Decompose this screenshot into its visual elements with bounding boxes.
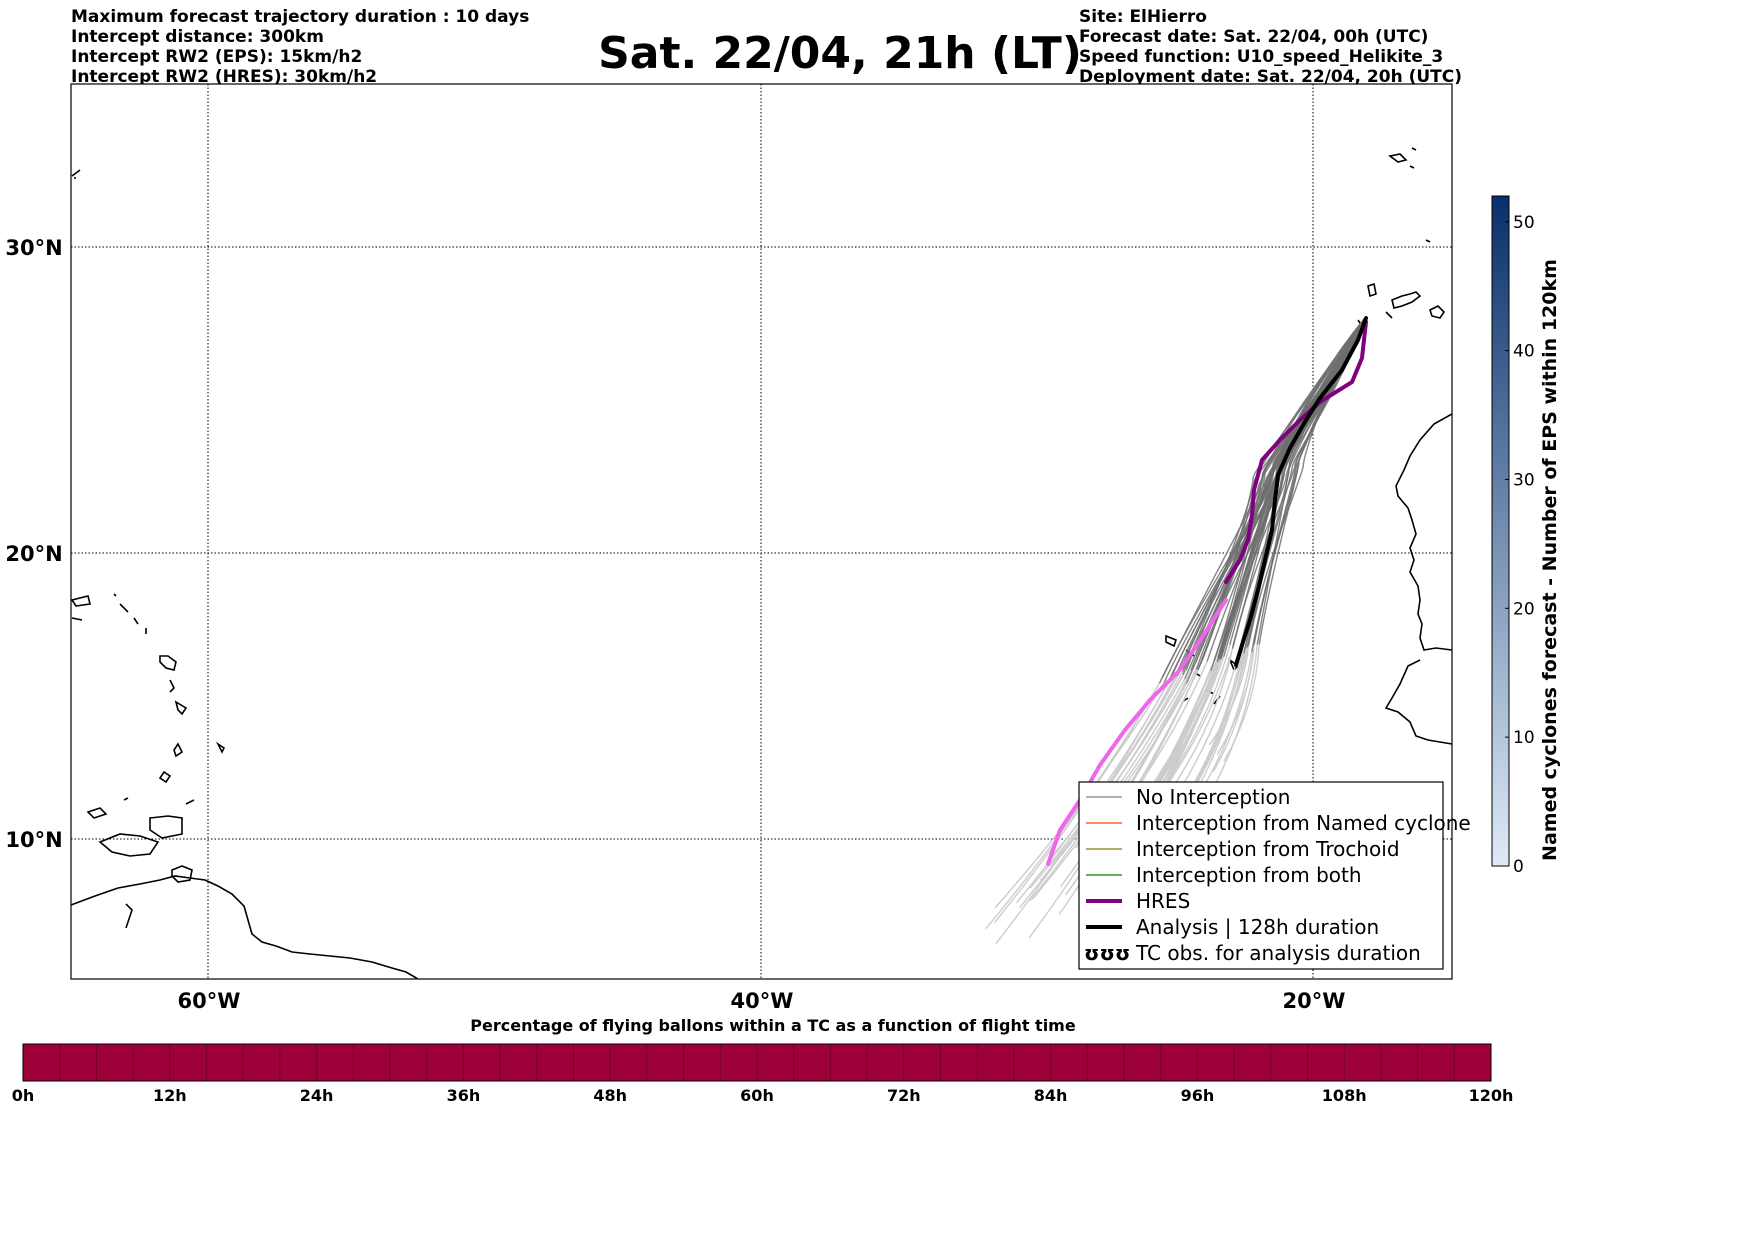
coastline-venezuela-islands	[86, 797, 195, 819]
speed-function-text: Speed function: U10_speed_Helikite_3	[1079, 47, 1444, 67]
page-title: Sat. 22/04, 21h (LT)	[598, 28, 1082, 79]
max-duration-text: Maximum forecast trajectory duration : 1…	[71, 7, 530, 27]
lat-label-30n: 30°N	[5, 236, 62, 260]
eps-trajectory-tail	[1174, 646, 1234, 784]
side-colorbar-label: Named cyclones forecast - Number of EPS …	[1539, 259, 1561, 861]
bottom-colorbar-tick-label: 48h	[593, 1086, 627, 1105]
coastlines	[71, 147, 1452, 979]
legend-label: HRES	[1136, 889, 1190, 913]
coastline-tobago	[149, 815, 183, 839]
legend-item: Analysis | 128h duration	[1086, 915, 1379, 939]
legend-box	[1078, 781, 1444, 970]
intercept-rw2-hres-text: Intercept RW2 (HRES): 30km/h2	[71, 67, 378, 87]
forecast-date-text: Forecast date: Sat. 22/04, 00h (UTC)	[1079, 27, 1429, 47]
analysis-trajectory-line	[1234, 316, 1368, 667]
legend-label: Interception from Trochoid	[1136, 837, 1400, 861]
eps-trajectory	[1158, 317, 1366, 684]
hres-trajectory	[1046, 320, 1368, 866]
legend-label: Analysis | 128h duration	[1136, 915, 1379, 939]
eps-trajectory-tail	[1199, 652, 1253, 794]
legend-label: Interception from Named cyclone	[1136, 811, 1471, 835]
bottom-colorbar-label: Percentage of flying ballons within a TC…	[470, 1016, 1076, 1035]
coastline-paria	[98, 833, 160, 857]
coastline-canary-islands	[1357, 282, 1446, 327]
bottom-colorbar-tick-label: 24h	[300, 1086, 334, 1105]
eps-trajectory-tail	[1223, 644, 1260, 763]
coastline-trinidad	[171, 865, 193, 883]
bottom-colorbar-tick-label: 12h	[153, 1086, 187, 1105]
eps-trajectory-tail	[1208, 644, 1250, 746]
intercept-distance-text: Intercept distance: 300km	[71, 27, 324, 47]
bottom-colorbar-tick-label: 72h	[887, 1086, 921, 1105]
coastline-madeira	[1388, 147, 1431, 243]
eps-trajectory	[1232, 317, 1366, 647]
side-colorbar-tick-label: 0	[1513, 857, 1524, 877]
side-colorbar-gradient	[1491, 195, 1510, 867]
bottom-colorbar-tick-label: 36h	[447, 1086, 481, 1105]
coastline-antilles	[71, 593, 226, 929]
tc-obs-symbol-icon: ʊʊʊ	[1084, 941, 1130, 965]
side-colorbar-tick-label: 50	[1513, 213, 1535, 233]
eps-trajectory-tail	[1212, 644, 1255, 773]
legend-item: HRES	[1086, 889, 1190, 913]
intercept-rw2-eps-text: Intercept RW2 (EPS): 15km/h2	[71, 47, 363, 67]
legend-label: No Interception	[1136, 785, 1290, 809]
lat-label-10n: 10°N	[5, 828, 62, 852]
legend-item: No Interception	[1086, 785, 1290, 809]
bottom-colorbar: Percentage of flying ballons within a TC…	[12, 1016, 1514, 1105]
bottom-colorbar-tick-label: 108h	[1322, 1086, 1367, 1105]
legend-item: ʊʊʊ TC obs. for analysis duration	[1084, 941, 1421, 965]
eps-trajectory	[1166, 317, 1366, 684]
hres-trajectory-tail	[1046, 598, 1228, 866]
bottom-colorbar-tick-label: 96h	[1181, 1086, 1215, 1105]
lon-label-20w: 20°W	[1283, 989, 1346, 1013]
bottom-colorbar-fill	[22, 1043, 1492, 1082]
lon-label-60w: 60°W	[178, 989, 241, 1013]
eps-trajectory	[1162, 317, 1366, 678]
header-left-info: Maximum forecast trajectory duration : 1…	[71, 7, 529, 87]
coastline-south-america	[71, 875, 419, 979]
legend-label: TC obs. for analysis duration	[1135, 941, 1421, 965]
legend-label: Interception from both	[1136, 863, 1362, 887]
map-border	[70, 83, 1453, 980]
bottom-colorbar-tick-label: 0h	[12, 1086, 35, 1105]
side-colorbar-tick-label: 30	[1513, 470, 1535, 490]
bottom-colorbar-tick-label: 60h	[740, 1086, 774, 1105]
legend-item: Interception from Trochoid	[1086, 837, 1400, 861]
legend-item: Interception from Named cyclone	[1086, 811, 1471, 835]
lat-label-20n: 20°N	[5, 542, 62, 566]
eps-trajectory-tail	[1213, 644, 1258, 787]
eps-trajectory-tail	[1159, 648, 1234, 796]
bottom-colorbar-tick-label: 84h	[1034, 1086, 1068, 1105]
side-colorbar-tick-label: 40	[1513, 342, 1535, 362]
header-right-info: Site: ElHierro Forecast date: Sat. 22/04…	[1079, 7, 1462, 87]
side-colorbar-tick-label: 10	[1513, 728, 1535, 748]
eps-trajectory	[1163, 317, 1366, 683]
analysis-trajectory	[1234, 316, 1368, 667]
site-text: Site: ElHierro	[1079, 7, 1207, 27]
coastline-west-africa	[1384, 413, 1452, 745]
lon-label-40w: 40°W	[731, 989, 794, 1013]
hres-trajectory-line	[1224, 320, 1368, 584]
deployment-date-text: Deployment date: Sat. 22/04, 20h (UTC)	[1079, 67, 1463, 87]
legend-item: Interception from both	[1086, 863, 1362, 887]
coastline-caribbean-far-west	[71, 169, 81, 179]
eps-trajectory	[1250, 317, 1366, 653]
side-colorbar: 0 10 20 30 40 50 Named cyclones forecast - Nu…	[1491, 195, 1561, 877]
bottom-colorbar-tick-label: 120h	[1469, 1086, 1514, 1105]
side-colorbar-tick-label: 20	[1513, 599, 1535, 619]
